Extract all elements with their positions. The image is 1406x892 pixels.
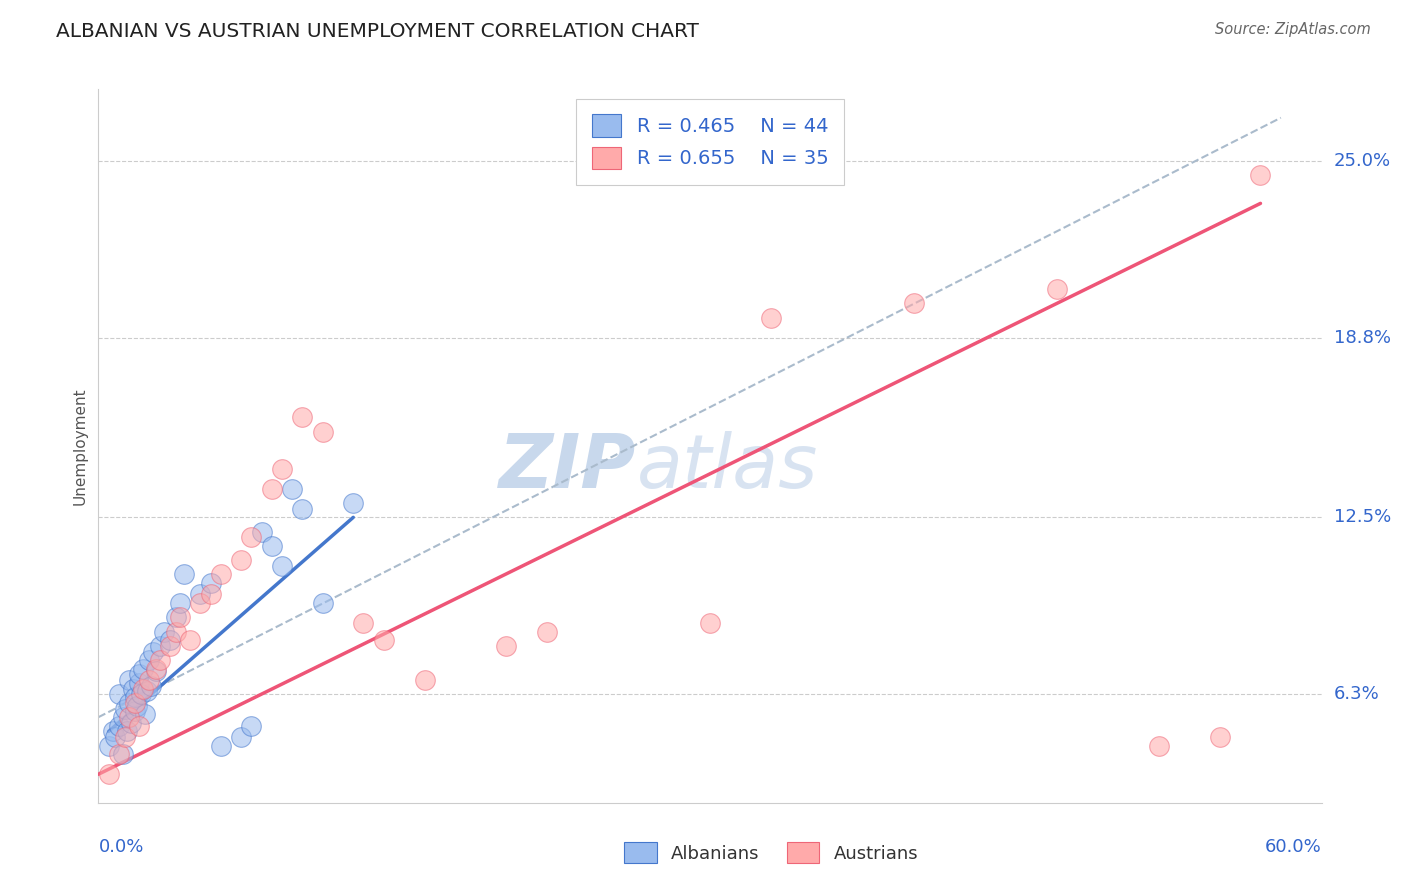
- Point: [1249, 168, 1271, 182]
- Point: [270, 462, 294, 476]
- Text: atlas: atlas: [637, 432, 818, 503]
- Point: [141, 679, 163, 693]
- Point: [165, 624, 187, 639]
- Point: [124, 690, 146, 705]
- Point: [128, 667, 150, 681]
- Text: 18.8%: 18.8%: [1334, 328, 1391, 346]
- Point: [108, 687, 131, 701]
- Point: [138, 653, 160, 667]
- Point: [342, 496, 364, 510]
- Point: [209, 739, 232, 753]
- Point: [200, 576, 222, 591]
- Point: [136, 684, 159, 698]
- Y-axis label: Unemployment: Unemployment: [72, 387, 87, 505]
- Point: [231, 730, 253, 744]
- Point: [291, 501, 314, 516]
- Point: [118, 710, 141, 724]
- Text: 12.5%: 12.5%: [1334, 508, 1391, 526]
- Point: [108, 747, 131, 762]
- Point: [352, 615, 374, 630]
- Point: [281, 482, 304, 496]
- Point: [111, 747, 134, 762]
- Point: [260, 482, 283, 496]
- Point: [536, 624, 558, 639]
- Point: [231, 553, 253, 567]
- Point: [122, 681, 145, 696]
- Point: [108, 719, 131, 733]
- Point: [149, 639, 172, 653]
- Point: [173, 567, 195, 582]
- Point: [132, 662, 155, 676]
- Text: 6.3%: 6.3%: [1334, 685, 1379, 703]
- Point: [104, 730, 127, 744]
- Point: [1045, 282, 1069, 296]
- Text: 25.0%: 25.0%: [1334, 152, 1391, 169]
- Point: [159, 633, 181, 648]
- Point: [114, 701, 136, 715]
- Point: [179, 633, 201, 648]
- Point: [101, 724, 124, 739]
- Point: [260, 539, 283, 553]
- Point: [240, 719, 263, 733]
- Point: [145, 665, 167, 679]
- Point: [250, 524, 273, 539]
- Point: [270, 558, 294, 573]
- Point: [114, 730, 136, 744]
- Point: [903, 296, 925, 310]
- Text: 60.0%: 60.0%: [1265, 838, 1322, 856]
- Point: [209, 567, 232, 582]
- Point: [124, 705, 146, 719]
- Point: [169, 610, 191, 624]
- Point: [495, 639, 517, 653]
- Point: [128, 676, 150, 690]
- Point: [699, 615, 721, 630]
- Point: [127, 698, 149, 713]
- Point: [1147, 739, 1170, 753]
- Point: [200, 587, 222, 601]
- Point: [291, 410, 314, 425]
- Point: [312, 425, 335, 439]
- Point: [111, 710, 134, 724]
- Point: [1208, 730, 1232, 744]
- Point: [120, 715, 142, 730]
- Text: Source: ZipAtlas.com: Source: ZipAtlas.com: [1215, 22, 1371, 37]
- Point: [115, 724, 138, 739]
- Point: [128, 719, 150, 733]
- Point: [134, 707, 156, 722]
- Point: [97, 767, 120, 781]
- Point: [759, 310, 782, 325]
- Point: [97, 739, 120, 753]
- Point: [152, 624, 174, 639]
- Point: [142, 644, 165, 658]
- Point: [240, 530, 263, 544]
- Point: [188, 587, 212, 601]
- Point: [312, 596, 335, 610]
- Point: [145, 662, 167, 676]
- Point: [118, 673, 141, 687]
- Point: [138, 673, 160, 687]
- Point: [413, 673, 436, 687]
- Point: [124, 696, 146, 710]
- Text: ZIP: ZIP: [499, 431, 637, 504]
- Text: 0.0%: 0.0%: [98, 838, 143, 856]
- Point: [165, 610, 187, 624]
- Point: [373, 633, 395, 648]
- Point: [149, 653, 172, 667]
- Legend: Albanians, Austrians: Albanians, Austrians: [614, 833, 928, 872]
- Point: [118, 696, 141, 710]
- Text: ALBANIAN VS AUSTRIAN UNEMPLOYMENT CORRELATION CHART: ALBANIAN VS AUSTRIAN UNEMPLOYMENT CORREL…: [56, 22, 699, 41]
- Point: [159, 639, 181, 653]
- Point: [129, 687, 152, 701]
- Point: [169, 596, 191, 610]
- Point: [132, 681, 155, 696]
- Point: [188, 596, 212, 610]
